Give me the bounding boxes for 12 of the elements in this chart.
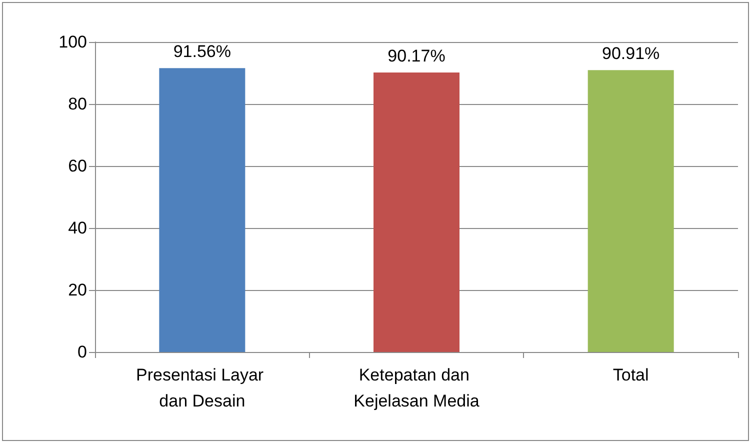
x-tick-label: Total <box>612 366 649 384</box>
y-tick-label: 0 <box>78 342 87 362</box>
data-label: 91.56% <box>173 42 232 62</box>
data-label: 90.91% <box>602 44 660 64</box>
y-tick-label: 20 <box>68 280 87 300</box>
y-tick-label: 80 <box>68 94 87 114</box>
data-label: 90.17% <box>388 46 446 66</box>
x-tick-label: Ketepatan dan Kejelasan Media <box>354 366 480 410</box>
x-tick-label: Presentasi Layar dan Desain <box>136 366 268 410</box>
y-tick-label: 60 <box>68 156 87 176</box>
y-tick-label: 100 <box>58 32 87 52</box>
y-tick-label: 40 <box>68 218 87 238</box>
